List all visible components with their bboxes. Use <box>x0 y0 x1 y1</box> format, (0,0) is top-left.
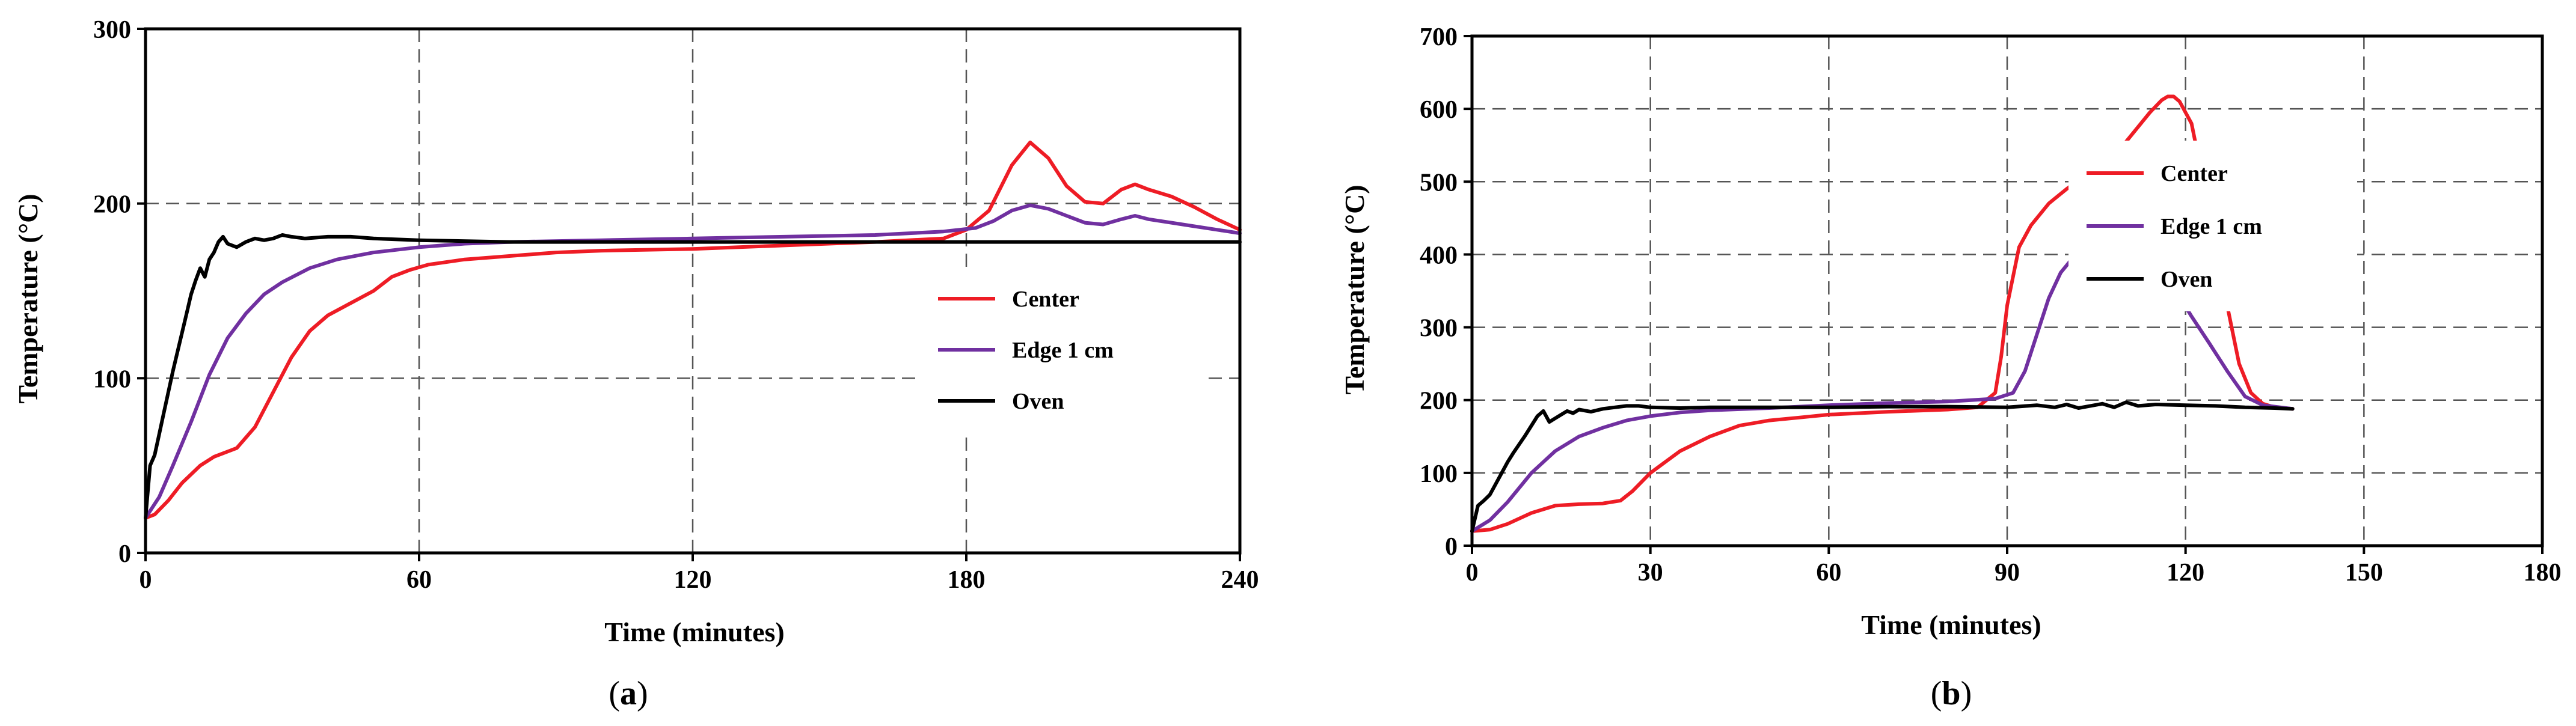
chart-a-y-ticks: 0 100 200 300 <box>93 16 146 568</box>
chart-b-x-tick-label: 60 <box>1816 559 1841 587</box>
chart-b-legend-label-oven: Oven <box>2160 267 2213 292</box>
chart-a-x-axis-label: Time (minutes) <box>604 617 784 647</box>
chart-a-x-tick-label: 0 <box>140 566 152 594</box>
panel-label-b-open: ( <box>1931 675 1942 712</box>
panel-label-b: (b) <box>1931 675 1972 712</box>
chart-a-y-tick-label: 200 <box>93 191 131 219</box>
chart-b-x-ticks: 0 30 60 90 120 150 180 <box>1466 546 2562 587</box>
chart-a-x-tick-label: 120 <box>674 566 712 594</box>
chart-a-x-tick-label: 240 <box>1221 566 1259 594</box>
chart-b-legend-label-edge-1-cm: Edge 1 cm <box>2160 214 2262 239</box>
chart-a-series-edge-1-cm-line <box>144 203 1242 520</box>
chart-a-x-tick-label: 180 <box>948 566 986 594</box>
chart-a-series-oven-line <box>144 233 1242 520</box>
chart-a-legend-label-edge-1-cm: Edge 1 cm <box>1012 338 1114 363</box>
chart-b-y-ticks: 0 100 200 300 400 500 600 700 <box>1420 23 1472 561</box>
chart-b-y-tick-label: 700 <box>1420 23 1458 51</box>
panel-label-b-letter: b <box>1942 675 1960 712</box>
chart-b-x-tick-label: 90 <box>1995 559 2020 587</box>
chart-a-legend: Center Edge 1 cm Oven <box>920 267 1209 433</box>
chart-a-x-ticks: 0 60 120 180 240 <box>140 553 1259 594</box>
chart-b-legend: Center Edge 1 cm Oven <box>2068 141 2357 311</box>
chart-a-legend-label-oven: Oven <box>1012 389 1064 414</box>
chart-b-y-tick-label: 300 <box>1420 315 1458 343</box>
chart-a-series <box>144 140 1242 520</box>
chart-b-x-tick-label: 0 <box>1466 559 1479 587</box>
chart-a-series-center-line <box>144 140 1242 520</box>
chart-b-series-edge-1-cm-line <box>1470 225 2295 533</box>
chart-b-x-tick-label: 180 <box>2524 559 2562 587</box>
chart-b-x-tick-label: 150 <box>2345 559 2383 587</box>
panel-label-a-letter: a <box>620 675 637 712</box>
chart-b-legend-label-center: Center <box>2160 161 2228 186</box>
chart-b-y-tick-label: 0 <box>1445 533 1458 561</box>
chart-a: 0 100 200 300 0 60 120 180 240 Time (minutes) T… <box>13 16 1259 647</box>
chart-a-legend-label-center: Center <box>1012 287 1079 312</box>
chart-b-grid <box>1472 36 2542 546</box>
chart-b-y-axis-label: Temperature (°C) <box>1339 185 1370 394</box>
chart-a-x-tick-label: 60 <box>406 566 432 594</box>
chart-a-y-tick-label: 300 <box>93 16 131 44</box>
panel-label-a-close: ) <box>637 675 648 712</box>
chart-b-y-tick-label: 500 <box>1420 169 1458 197</box>
chart-a-y-tick-label: 0 <box>118 540 131 568</box>
chart-b-x-axis-label: Time (minutes) <box>1861 609 2041 640</box>
chart-b-x-tick-label: 120 <box>2167 559 2204 587</box>
panel-label-a: (a) <box>609 675 648 712</box>
chart-a-y-tick-label: 100 <box>93 365 131 393</box>
chart-b-y-tick-label: 400 <box>1420 242 1458 269</box>
chart-b-y-tick-label: 600 <box>1420 96 1458 124</box>
chart-a-y-axis-label: Temperature (°C) <box>13 194 43 403</box>
panel-label-a-open: ( <box>609 675 620 712</box>
chart-b-y-tick-label: 200 <box>1420 388 1458 415</box>
chart-b-y-tick-label: 100 <box>1420 460 1458 488</box>
chart-b-series-oven-line <box>1470 400 2295 533</box>
chart-b-x-tick-label: 30 <box>1638 559 1663 587</box>
panel-label-b-close: ) <box>1961 675 1972 712</box>
